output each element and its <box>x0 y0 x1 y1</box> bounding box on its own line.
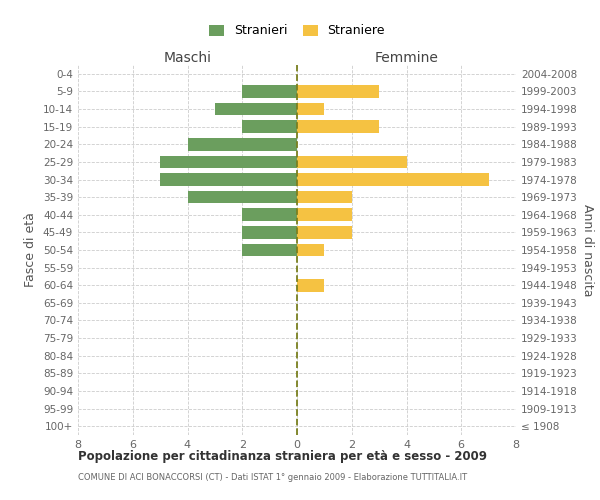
Bar <box>297 173 488 186</box>
Bar <box>242 85 297 98</box>
Text: Popolazione per cittadinanza straniera per età e sesso - 2009: Popolazione per cittadinanza straniera p… <box>78 450 487 463</box>
Bar <box>297 191 352 203</box>
Y-axis label: Fasce di età: Fasce di età <box>25 212 37 288</box>
Bar <box>160 156 297 168</box>
Bar <box>297 244 325 256</box>
Bar <box>297 85 379 98</box>
Bar <box>215 102 297 116</box>
Text: Maschi: Maschi <box>163 51 212 65</box>
Bar <box>242 208 297 221</box>
Text: Femmine: Femmine <box>374 51 439 65</box>
Text: COMUNE DI ACI BONACCORSI (CT) - Dati ISTAT 1° gennaio 2009 - Elaborazione TUTTIT: COMUNE DI ACI BONACCORSI (CT) - Dati IST… <box>78 472 467 482</box>
Bar <box>242 226 297 238</box>
Bar <box>242 244 297 256</box>
Bar <box>242 120 297 133</box>
Legend: Stranieri, Straniere: Stranieri, Straniere <box>204 20 390 42</box>
Bar <box>297 120 379 133</box>
Y-axis label: Anni di nascita: Anni di nascita <box>581 204 594 296</box>
Bar <box>187 138 297 150</box>
Bar <box>297 208 352 221</box>
Bar <box>160 173 297 186</box>
Bar <box>297 226 352 238</box>
Bar <box>297 156 407 168</box>
Bar <box>297 279 325 291</box>
Bar <box>297 102 325 116</box>
Bar <box>187 191 297 203</box>
